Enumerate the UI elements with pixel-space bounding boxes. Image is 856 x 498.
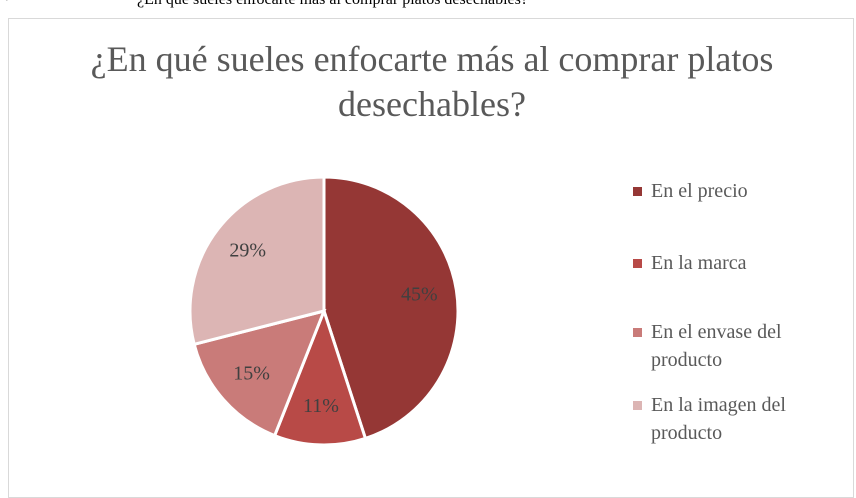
legend-label: En el precio bbox=[651, 180, 748, 202]
pie-slice bbox=[192, 308, 327, 438]
pie: 45% 11% 15% 29% bbox=[188, 175, 460, 447]
legend-item: En la imagen del producto bbox=[633, 391, 843, 447]
legend-item: En la marca bbox=[633, 249, 843, 277]
legend-label: En la imagen del producto bbox=[651, 394, 786, 444]
document-heading: • ¿En qué sueles enfocarte más al compra… bbox=[0, 0, 856, 11]
chart: ¿En qué sueles enfocarte más al comprar … bbox=[8, 18, 854, 498]
legend-swatch bbox=[633, 259, 642, 268]
legend-label: En el envase del producto bbox=[651, 321, 782, 371]
pie-slice bbox=[272, 306, 368, 447]
legend-swatch bbox=[633, 328, 642, 337]
heading-text: ¿En qué sueles enfocarte más al comprar … bbox=[137, 0, 528, 9]
legend-item: En el envase del producto bbox=[633, 318, 843, 374]
chart-title: ¿En qué sueles enfocarte más al comprar … bbox=[90, 39, 774, 124]
pie-slice bbox=[188, 175, 326, 347]
pie-slice bbox=[322, 175, 460, 441]
legend-swatch bbox=[633, 401, 642, 410]
legend-item: En el precio bbox=[633, 177, 843, 205]
data-label: 15% bbox=[233, 362, 270, 384]
legend-label: En la marca bbox=[651, 252, 747, 274]
legend-swatch bbox=[633, 187, 642, 196]
data-label: 29% bbox=[229, 239, 266, 261]
data-label: 45% bbox=[401, 284, 438, 306]
bullet: • bbox=[4, 0, 10, 9]
data-label: 11% bbox=[303, 395, 339, 417]
